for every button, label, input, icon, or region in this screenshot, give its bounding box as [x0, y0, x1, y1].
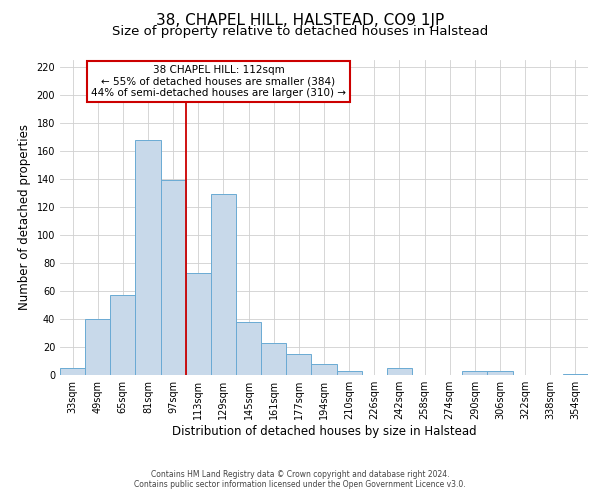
Bar: [387, 368, 412, 375]
Bar: [286, 354, 311, 375]
Bar: [211, 194, 236, 375]
Y-axis label: Number of detached properties: Number of detached properties: [18, 124, 31, 310]
Bar: [462, 371, 487, 375]
Bar: [236, 322, 261, 375]
Text: 38 CHAPEL HILL: 112sqm
← 55% of detached houses are smaller (384)
44% of semi-de: 38 CHAPEL HILL: 112sqm ← 55% of detached…: [91, 64, 346, 98]
Bar: [311, 364, 337, 375]
Bar: [186, 273, 211, 375]
Bar: [136, 140, 161, 375]
Bar: [487, 371, 512, 375]
Bar: [563, 374, 588, 375]
Text: Size of property relative to detached houses in Halstead: Size of property relative to detached ho…: [112, 25, 488, 38]
Bar: [60, 368, 85, 375]
Text: 38, CHAPEL HILL, HALSTEAD, CO9 1JP: 38, CHAPEL HILL, HALSTEAD, CO9 1JP: [156, 12, 444, 28]
Bar: [261, 343, 286, 375]
Bar: [337, 371, 362, 375]
Bar: [161, 180, 186, 375]
X-axis label: Distribution of detached houses by size in Halstead: Distribution of detached houses by size …: [172, 425, 476, 438]
Bar: [110, 295, 136, 375]
Bar: [85, 319, 110, 375]
Text: Contains HM Land Registry data © Crown copyright and database right 2024.
Contai: Contains HM Land Registry data © Crown c…: [134, 470, 466, 489]
